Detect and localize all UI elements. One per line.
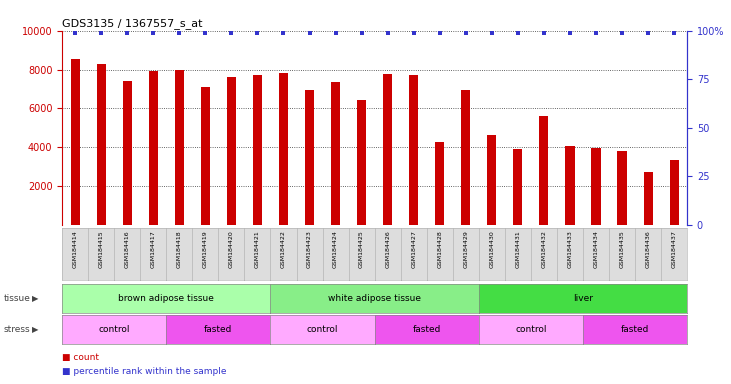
Bar — [565, 146, 575, 225]
Bar — [461, 90, 470, 225]
Text: GSM184430: GSM184430 — [489, 230, 494, 268]
Point — [564, 30, 576, 36]
Text: ■ count: ■ count — [62, 353, 99, 362]
Bar — [488, 135, 496, 225]
Bar — [670, 160, 678, 225]
Bar — [383, 74, 393, 225]
Text: GSM184434: GSM184434 — [594, 230, 599, 268]
Text: ▶: ▶ — [32, 294, 38, 303]
Text: GSM184414: GSM184414 — [72, 230, 77, 268]
Text: fasted: fasted — [621, 325, 649, 334]
Text: GSM184424: GSM184424 — [333, 230, 338, 268]
Point — [200, 30, 211, 36]
Text: stress: stress — [4, 325, 30, 334]
Point — [668, 30, 680, 36]
Text: GSM184426: GSM184426 — [385, 230, 390, 268]
Point — [303, 30, 315, 36]
Bar — [253, 75, 262, 225]
Text: GSM184423: GSM184423 — [307, 230, 312, 268]
Point — [226, 30, 238, 36]
Text: GSM184416: GSM184416 — [125, 230, 129, 268]
Bar — [409, 75, 418, 225]
Point — [278, 30, 289, 36]
Text: GSM184417: GSM184417 — [151, 230, 156, 268]
Bar — [331, 82, 340, 225]
Bar — [539, 116, 548, 225]
Text: ▶: ▶ — [32, 325, 38, 334]
Point — [173, 30, 185, 36]
Point — [512, 30, 523, 36]
Point — [434, 30, 446, 36]
Bar — [513, 149, 523, 225]
Point — [538, 30, 550, 36]
Point — [616, 30, 628, 36]
Point — [69, 30, 81, 36]
Text: GSM184432: GSM184432 — [542, 230, 546, 268]
Point — [382, 30, 393, 36]
Text: GSM184425: GSM184425 — [359, 230, 364, 268]
Point — [95, 30, 107, 36]
Text: GSM184418: GSM184418 — [177, 230, 182, 268]
Point — [148, 30, 159, 36]
Bar — [227, 77, 236, 225]
Bar — [357, 100, 366, 225]
Bar — [305, 91, 314, 225]
Bar — [201, 87, 210, 225]
Text: tissue: tissue — [4, 294, 31, 303]
Bar — [71, 60, 80, 225]
Text: control: control — [515, 325, 547, 334]
Text: liver: liver — [573, 294, 593, 303]
Bar — [591, 148, 601, 225]
Text: GSM184436: GSM184436 — [645, 230, 651, 268]
Text: fasted: fasted — [204, 325, 232, 334]
Point — [356, 30, 368, 36]
Text: GSM184422: GSM184422 — [281, 230, 286, 268]
Text: GDS3135 / 1367557_s_at: GDS3135 / 1367557_s_at — [62, 18, 202, 30]
Bar — [96, 64, 106, 225]
Bar — [148, 71, 158, 225]
Text: GSM184431: GSM184431 — [515, 230, 520, 268]
Bar — [175, 70, 184, 225]
Text: control: control — [99, 325, 130, 334]
Point — [590, 30, 602, 36]
Point — [330, 30, 341, 36]
Bar — [279, 73, 288, 225]
Bar — [123, 81, 132, 225]
Text: GSM184433: GSM184433 — [567, 230, 572, 268]
Text: brown adipose tissue: brown adipose tissue — [118, 294, 214, 303]
Text: GSM184427: GSM184427 — [412, 230, 416, 268]
Text: GSM184415: GSM184415 — [99, 230, 104, 268]
Text: control: control — [307, 325, 338, 334]
Point — [408, 30, 420, 36]
Bar — [643, 172, 653, 225]
Text: GSM184419: GSM184419 — [203, 230, 208, 268]
Point — [251, 30, 263, 36]
Text: ■ percentile rank within the sample: ■ percentile rank within the sample — [62, 367, 227, 376]
Text: GSM184421: GSM184421 — [255, 230, 260, 268]
Text: GSM184428: GSM184428 — [437, 230, 442, 268]
Text: GSM184429: GSM184429 — [463, 230, 469, 268]
Text: GSM184435: GSM184435 — [620, 230, 624, 268]
Point — [460, 30, 471, 36]
Text: white adipose tissue: white adipose tissue — [328, 294, 421, 303]
Point — [121, 30, 133, 36]
Bar — [435, 142, 444, 225]
Text: GSM184437: GSM184437 — [672, 230, 677, 268]
Point — [643, 30, 654, 36]
Text: fasted: fasted — [412, 325, 441, 334]
Point — [486, 30, 498, 36]
Text: GSM184420: GSM184420 — [229, 230, 234, 268]
Bar — [618, 151, 626, 225]
